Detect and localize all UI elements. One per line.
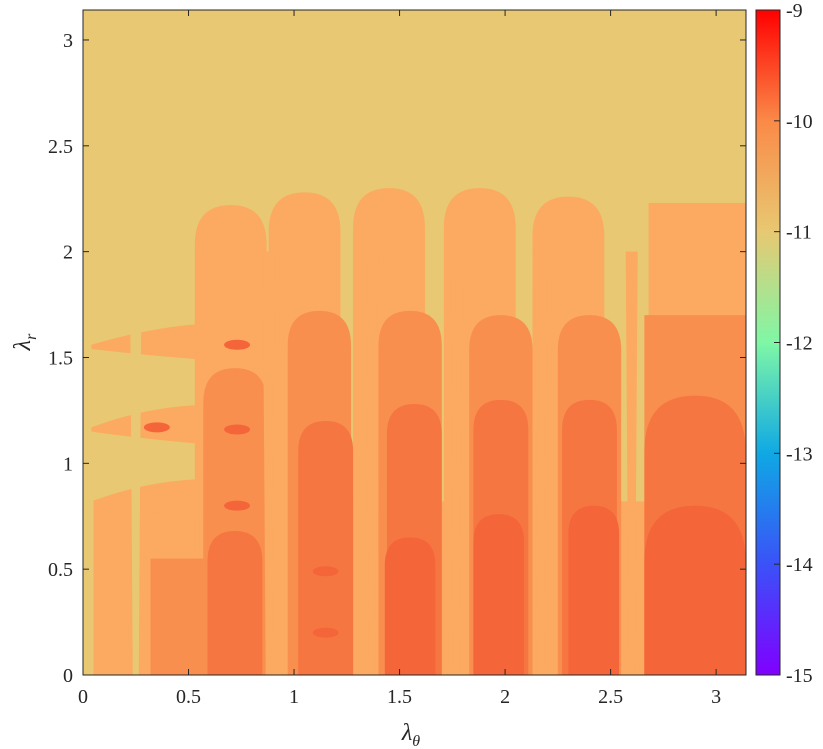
contour-gap bbox=[625, 251, 638, 675]
contour-gap bbox=[534, 251, 547, 675]
contour-gap bbox=[450, 251, 463, 675]
y-axis: 0 0.5 1 1.5 2 2.5 3 bbox=[48, 30, 746, 687]
colorbar-tick-label: -14 bbox=[786, 554, 813, 576]
x-tick-label: 0 bbox=[78, 686, 88, 708]
colorbar: -15 -14 -13 -12 -11 -10 -9 bbox=[755, 0, 813, 687]
colorbar-ticks: -15 -14 -13 -12 -11 -10 -9 bbox=[774, 0, 813, 687]
contour-level3-bump bbox=[298, 420, 354, 675]
colorbar-tick-label: -9 bbox=[786, 0, 803, 22]
x-tick-label: 2.5 bbox=[598, 686, 623, 708]
contour-island bbox=[312, 627, 339, 638]
colorbar-tick-label: -11 bbox=[786, 222, 812, 244]
x-tick-label: 0.5 bbox=[176, 686, 201, 708]
x-axis-label-symbol: λ bbox=[401, 720, 412, 746]
y-tick-label: 0.5 bbox=[48, 559, 73, 581]
y-axis-label-subscript: r bbox=[23, 333, 40, 340]
x-tick-label: 3 bbox=[711, 686, 721, 708]
y-tick-label: 3 bbox=[63, 30, 73, 52]
colorbar-tick-label: -12 bbox=[786, 333, 813, 355]
contour-gap bbox=[129, 251, 142, 675]
contour-island bbox=[224, 500, 251, 511]
y-tick-label: 2 bbox=[63, 242, 73, 264]
contour-island bbox=[143, 422, 170, 433]
y-axis-label-group: λr bbox=[10, 333, 40, 351]
contour-left-strip bbox=[83, 431, 94, 675]
contour-level4-dome bbox=[473, 514, 525, 675]
contour-level3-bump bbox=[207, 531, 263, 675]
contour-level1-shelf bbox=[91, 322, 316, 366]
contour-level4-dome bbox=[568, 505, 620, 675]
colorbar-tick-label: -10 bbox=[786, 111, 813, 133]
contour-island bbox=[224, 424, 251, 435]
y-axis-label-symbol: λ bbox=[10, 340, 36, 351]
y-tick-label: 0 bbox=[63, 665, 73, 687]
y-tick-label: 1.5 bbox=[48, 347, 73, 369]
y-tick-label: 2.5 bbox=[48, 136, 73, 158]
contour-gap bbox=[262, 251, 275, 675]
x-tick-label: 1 bbox=[289, 686, 299, 708]
x-tick-label: 1.5 bbox=[387, 686, 412, 708]
contour-island bbox=[312, 566, 339, 577]
contour-level4-dome bbox=[644, 505, 746, 675]
y-tick-label: 1 bbox=[63, 453, 73, 475]
contour-level4-dome bbox=[384, 537, 436, 675]
contour-gap bbox=[366, 251, 379, 675]
x-axis: 0 0.5 1 1.5 2 2.5 3 bbox=[78, 10, 721, 708]
colorbar-tick-label: -15 bbox=[786, 665, 813, 687]
contour-plot-area bbox=[83, 10, 746, 675]
x-tick-label: 2 bbox=[500, 686, 510, 708]
x-axis-label-subscript: θ bbox=[412, 733, 420, 749]
contour-island bbox=[224, 339, 251, 350]
colorbar-tick-label: -13 bbox=[786, 443, 813, 465]
y-axis-label: λr bbox=[10, 333, 40, 351]
plot-frame bbox=[82, 9, 747, 676]
x-axis-label: λθ bbox=[401, 720, 420, 749]
